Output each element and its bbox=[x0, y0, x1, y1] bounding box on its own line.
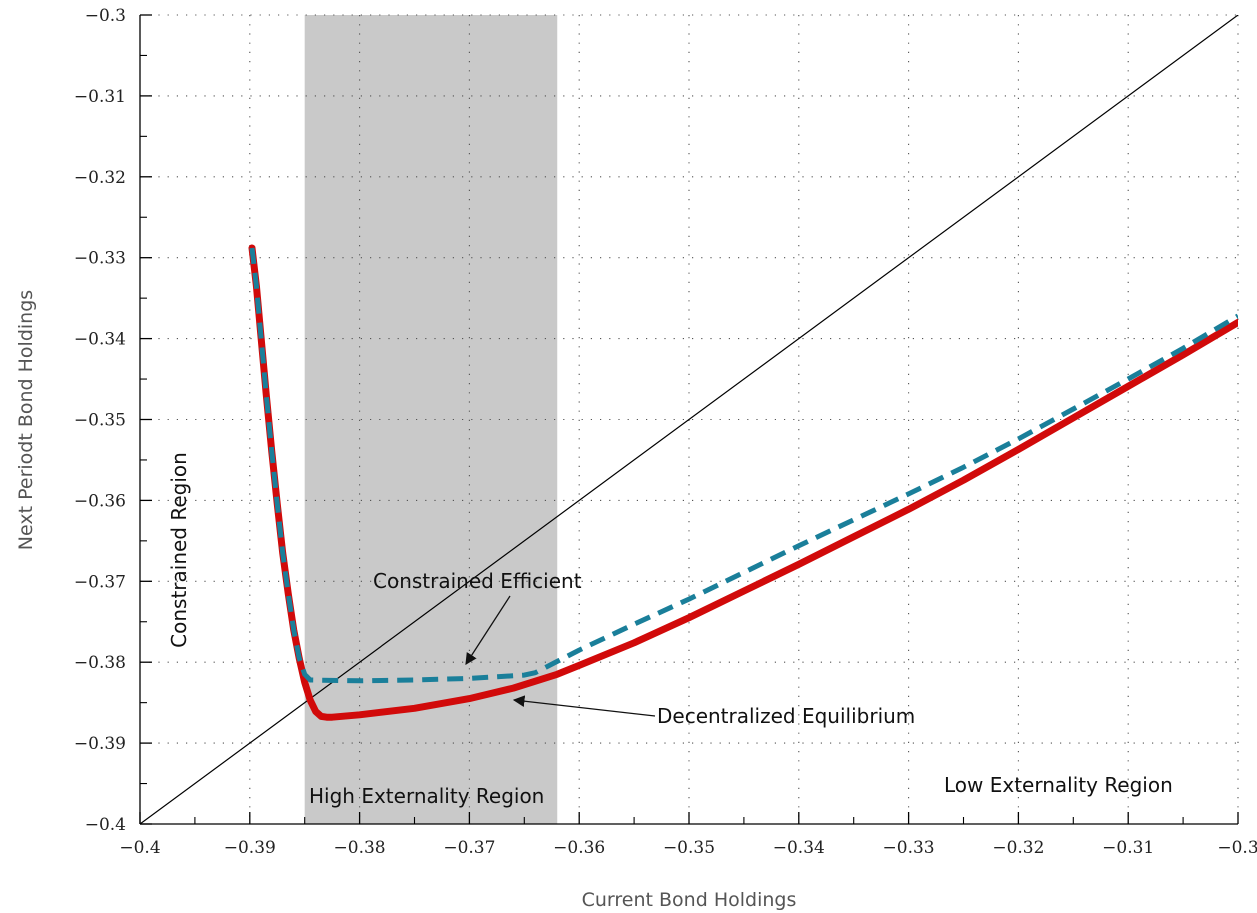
decentralized-equilibrium-label: Decentralized Equilibrium bbox=[657, 704, 915, 728]
x-tick-label: −0.31 bbox=[1102, 838, 1154, 858]
y-tick-label: −0.34 bbox=[74, 330, 126, 350]
x-tick-label: −0.36 bbox=[553, 838, 605, 858]
x-tick-label: −0.33 bbox=[883, 838, 935, 858]
constrained-efficient-line bbox=[249, 247, 1238, 684]
x-tick-label: −0.34 bbox=[773, 838, 825, 858]
constrained-region-label: Constrained Region bbox=[167, 452, 191, 648]
y-tick-label: −0.37 bbox=[74, 572, 126, 592]
y-tick-label: −0.33 bbox=[74, 249, 126, 269]
x-tick-label: −0.38 bbox=[334, 838, 386, 858]
y-tick-label: −0.32 bbox=[74, 168, 126, 188]
y-tick-label: −0.39 bbox=[74, 734, 126, 754]
constrained-efficient-arrow bbox=[465, 595, 511, 665]
y-tick-label: −0.3 bbox=[85, 6, 126, 26]
decentralized-equilibrium-arrow bbox=[512, 695, 656, 717]
x-tick-label: −0.3 bbox=[1217, 838, 1257, 858]
x-tick-label: −0.32 bbox=[992, 838, 1044, 858]
y-tick-label: −0.31 bbox=[74, 87, 126, 107]
y-axis-title: Next Periodt Bond Holdings bbox=[15, 290, 37, 550]
x-tick-label: −0.4 bbox=[119, 838, 160, 858]
x-tick-label: −0.35 bbox=[663, 838, 715, 858]
y-tick-label: −0.4 bbox=[85, 815, 126, 835]
y-tick-label: −0.38 bbox=[74, 653, 126, 673]
y-tick-label: −0.36 bbox=[74, 491, 126, 511]
series-lines bbox=[140, 15, 1238, 824]
x-axis-title: Current Bond Holdings bbox=[582, 889, 797, 911]
high-externality-label: High Externality Region bbox=[309, 784, 544, 808]
x-tick-label: −0.39 bbox=[224, 838, 276, 858]
constrained-efficient-label: Constrained Efficient bbox=[373, 569, 582, 593]
y-tick-label: −0.35 bbox=[74, 411, 126, 431]
x-tick-label: −0.37 bbox=[443, 838, 495, 858]
axis-ticks: −0.4 −0.39 −0.38 −0.37 −0.36 −0.35 −0.34 −0.33 −… bbox=[74, 6, 1257, 858]
low-externality-label: Low Externality Region bbox=[944, 773, 1173, 797]
forty-five-degree-line bbox=[140, 15, 1238, 824]
